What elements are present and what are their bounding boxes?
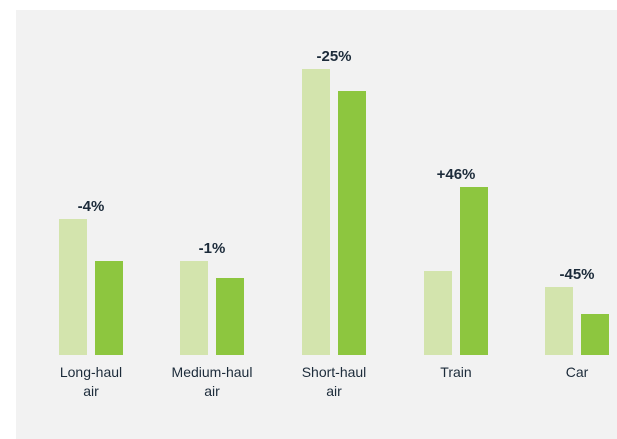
bar-before-3 <box>424 271 452 355</box>
bar-after-0 <box>95 261 123 355</box>
bar-before-1 <box>180 261 208 355</box>
category-label-4: Car <box>566 364 589 380</box>
bar-after-3 <box>460 187 488 355</box>
bar-before-2 <box>302 69 330 355</box>
category-label-2: Short-haul air <box>302 364 367 399</box>
category-label-0: Long-haul air <box>60 364 122 399</box>
category-label-3: Train <box>440 364 471 380</box>
bar-before-4 <box>545 287 573 355</box>
bar-before-0 <box>59 219 87 355</box>
bar-chart: -4% Long-haul air -1% Medium-haul air -25% Shor… <box>59 48 609 399</box>
bar-after-1 <box>216 278 244 355</box>
data-label-3: +46% <box>437 166 476 183</box>
bar-after-4 <box>581 314 609 355</box>
data-label-0: -4% <box>78 198 105 215</box>
data-label-1: -1% <box>199 240 226 257</box>
bar-after-2 <box>338 91 366 355</box>
chart-panel: -4% Long-haul air -1% Medium-haul air -25% Shor… <box>16 10 617 439</box>
data-label-2: -25% <box>316 48 351 65</box>
category-label-1: Medium-haul air <box>172 364 253 399</box>
data-label-4: -45% <box>559 266 594 283</box>
